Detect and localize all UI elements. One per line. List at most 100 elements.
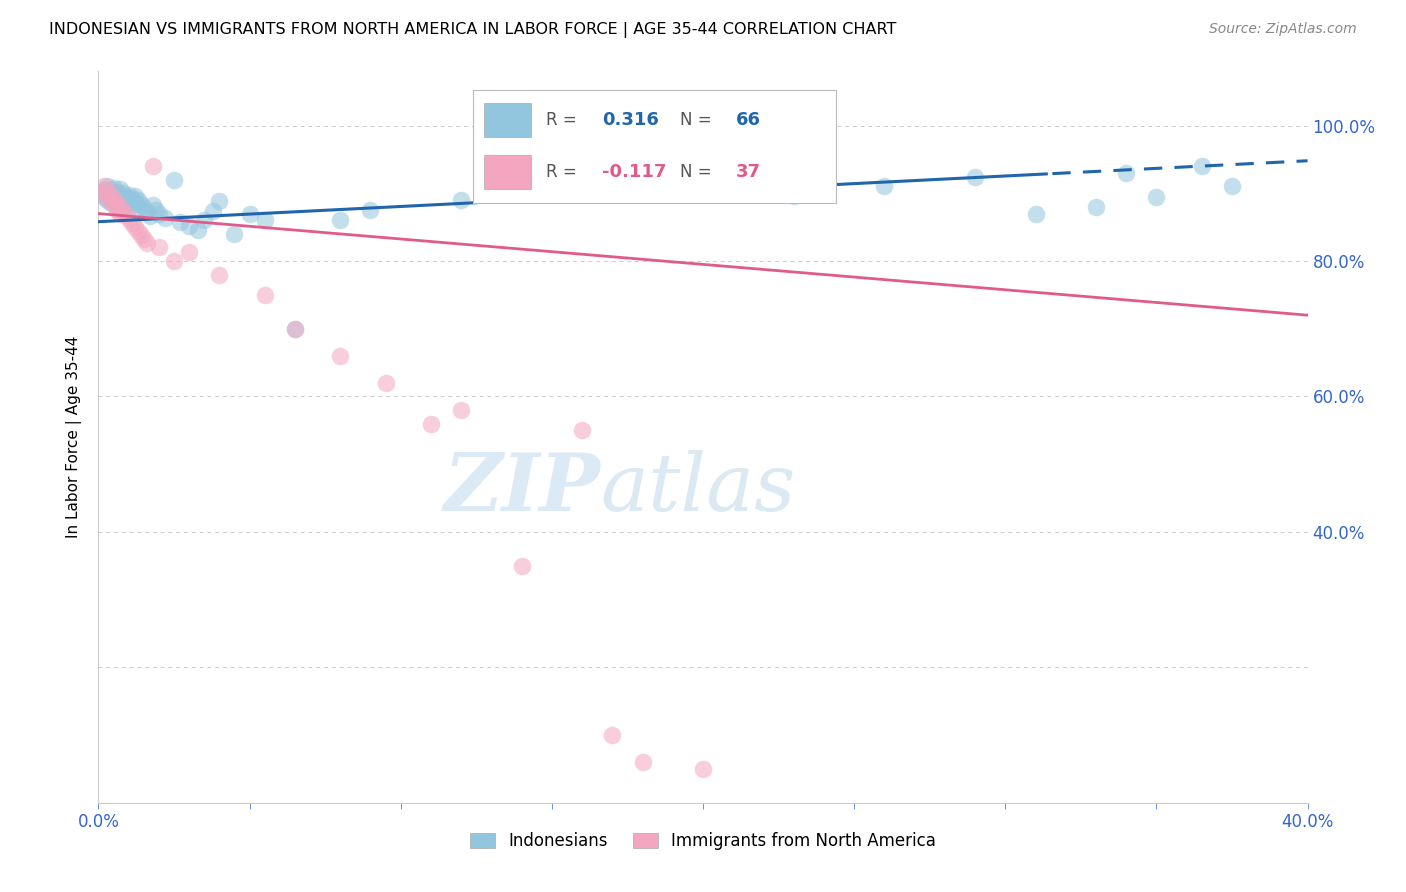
Point <box>118 212 141 227</box>
Point <box>602 728 624 742</box>
Point <box>631 755 654 769</box>
Point <box>193 213 215 227</box>
Point <box>127 200 149 214</box>
Point <box>111 193 134 207</box>
Point <box>1115 166 1137 180</box>
Point <box>132 201 155 215</box>
Point <box>114 190 136 204</box>
Point <box>202 203 225 218</box>
Point <box>179 219 201 233</box>
Point <box>103 198 125 212</box>
Point <box>873 179 896 194</box>
Point <box>374 376 396 390</box>
Point <box>108 182 131 196</box>
Point <box>90 186 112 201</box>
Text: ZIP: ZIP <box>443 450 600 527</box>
Point <box>121 192 143 206</box>
Point <box>253 213 276 227</box>
Point <box>224 227 246 241</box>
Point <box>118 187 141 202</box>
Point <box>450 193 472 207</box>
Point <box>571 423 593 437</box>
Point <box>329 349 352 363</box>
Point <box>208 268 231 282</box>
Point <box>692 762 714 776</box>
Point <box>100 189 122 203</box>
Point <box>148 240 170 254</box>
Point <box>284 322 307 336</box>
Point <box>540 184 562 198</box>
Point <box>108 206 131 220</box>
Point <box>253 288 276 302</box>
Point <box>1220 179 1243 194</box>
Point <box>105 202 128 217</box>
Point <box>1024 206 1046 220</box>
Point <box>153 211 176 225</box>
Point <box>93 179 115 194</box>
Point <box>135 236 157 251</box>
Point <box>692 164 714 178</box>
Point <box>96 186 118 201</box>
Point <box>142 159 165 173</box>
Point <box>329 213 352 227</box>
Point <box>93 189 115 203</box>
Point <box>737 178 759 193</box>
Point <box>111 203 134 218</box>
Point <box>103 181 125 195</box>
Point <box>105 192 128 206</box>
Point <box>142 198 165 212</box>
Point <box>1085 200 1108 214</box>
Point <box>420 417 443 431</box>
Point <box>965 169 987 184</box>
Point <box>96 183 118 197</box>
Point <box>510 558 533 573</box>
Y-axis label: In Labor Force | Age 35-44: In Labor Force | Age 35-44 <box>66 336 83 538</box>
Point <box>118 194 141 209</box>
Point <box>114 208 136 222</box>
Point <box>121 216 143 230</box>
Point <box>616 174 638 188</box>
Point <box>124 195 146 210</box>
Point <box>360 202 382 217</box>
Point <box>129 228 152 243</box>
Point <box>1191 159 1213 173</box>
Point <box>135 205 157 219</box>
Point <box>127 224 149 238</box>
Point <box>121 198 143 212</box>
Point <box>127 193 149 207</box>
Point <box>100 187 122 202</box>
Point <box>1144 190 1167 204</box>
Point <box>105 198 128 212</box>
Point <box>145 202 167 217</box>
Legend: Indonesians, Immigrants from North America: Indonesians, Immigrants from North Ameri… <box>464 825 942 856</box>
Point <box>103 194 125 209</box>
Point <box>105 185 128 199</box>
Point <box>163 172 186 186</box>
Point <box>103 192 125 206</box>
Text: atlas: atlas <box>600 450 796 527</box>
Point <box>105 195 128 210</box>
Point <box>148 206 170 220</box>
Point <box>284 322 307 336</box>
Point <box>100 194 122 209</box>
Point <box>96 179 118 194</box>
Point <box>111 186 134 201</box>
Point <box>96 189 118 203</box>
Point <box>108 189 131 203</box>
Text: INDONESIAN VS IMMIGRANTS FROM NORTH AMERICA IN LABOR FORCE | AGE 35-44 CORRELATI: INDONESIAN VS IMMIGRANTS FROM NORTH AMER… <box>49 22 897 38</box>
Point <box>103 187 125 202</box>
Point <box>208 194 231 209</box>
Point <box>100 183 122 197</box>
Point <box>450 403 472 417</box>
Point <box>96 193 118 207</box>
Point <box>179 244 201 259</box>
Point <box>124 189 146 203</box>
Point <box>100 196 122 211</box>
Point <box>132 232 155 246</box>
Point <box>90 186 112 201</box>
Point <box>783 189 806 203</box>
Point <box>124 220 146 235</box>
Point <box>129 197 152 211</box>
Point <box>93 183 115 197</box>
Point <box>108 200 131 214</box>
